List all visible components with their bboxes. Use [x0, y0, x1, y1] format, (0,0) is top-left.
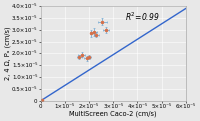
- Text: $R^2$=0.99: $R^2$=0.99: [125, 11, 159, 23]
- X-axis label: MultiScreen Caco-2 (cm/s): MultiScreen Caco-2 (cm/s): [69, 110, 157, 117]
- Y-axis label: 2, 4 Ω, Pₐ (cm/s): 2, 4 Ω, Pₐ (cm/s): [4, 27, 11, 80]
